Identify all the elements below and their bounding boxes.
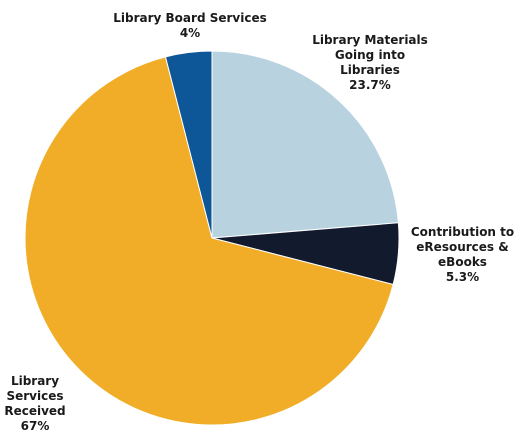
- slice-percent: 4%: [179, 26, 201, 40]
- slice-label-line: Libraries: [340, 63, 400, 77]
- slice-label-library-services: Library Services Received 67%: [0, 374, 70, 434]
- slice-library-materials: [211, 50, 399, 239]
- slice-percent: 67%: [20, 419, 50, 433]
- slice-label-line: Library Board Services: [113, 11, 267, 25]
- slice-label-line: eBooks: [438, 255, 487, 269]
- slice-library-services: [24, 56, 394, 426]
- slice-label-line: Services: [6, 389, 64, 403]
- slice-percent: 23.7%: [349, 78, 391, 92]
- slice-label-library-materials: Library Materials Going into Libraries 2…: [300, 33, 440, 93]
- slice-label-line: Library: [10, 374, 60, 388]
- slice-label-line: Contribution to: [410, 225, 515, 239]
- slice-label-library-board: Library Board Services 4%: [95, 11, 285, 41]
- slice-library-board: [164, 50, 213, 239]
- slice-label-eresources: Contribution to eResources & eBooks 5.3%: [402, 225, 523, 285]
- slice-percent: 5.3%: [445, 270, 480, 284]
- slice-label-line: Library Materials: [312, 33, 428, 47]
- slice-label-line: Received: [4, 404, 66, 418]
- slice-label-line: Going into: [334, 48, 406, 62]
- slice-label-line: eResources &: [416, 240, 509, 254]
